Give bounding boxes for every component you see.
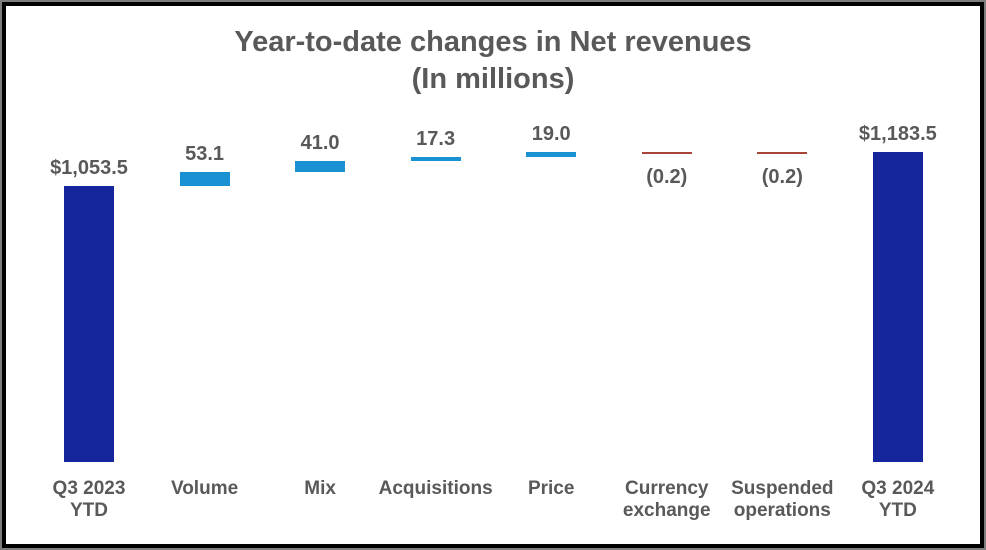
bar-price — [526, 151, 577, 157]
bar-volume — [179, 172, 230, 186]
category-label-volume: Volume — [170, 478, 239, 499]
value-label-volume: 53.1 — [185, 143, 225, 166]
category-label-price: Price — [527, 478, 575, 499]
bar-q3-2024-ytd — [872, 151, 923, 462]
bar-q3-2023-ytd — [64, 185, 114, 462]
value-label-q3-2023-ytd: $1,053.5 — [50, 156, 128, 179]
value-label-price: 19.0 — [531, 122, 571, 145]
category-label-q3-2023-ytd: Q3 2023 YTD — [52, 478, 126, 521]
chart-title-line2: (In millions) — [411, 63, 575, 95]
value-label-mix: 41.0 — [300, 132, 340, 155]
bar-mix — [295, 161, 346, 173]
value-label-suspended-operations: (0.2) — [761, 166, 803, 189]
value-label-currency-exchange: (0.2) — [646, 166, 688, 189]
category-label-suspended-operations: Suspended operations — [731, 478, 834, 521]
category-label-mix: Mix — [304, 478, 336, 499]
category-label-currency-exchange: Currency exchange — [622, 478, 711, 521]
value-label-acquisitions: 17.3 — [416, 127, 456, 150]
bar-suspended-operations — [757, 151, 808, 155]
chart-title: Year-to-date changes in Net revenues (In… — [0, 24, 986, 98]
bar-currency-exchange — [641, 151, 692, 155]
chart-title-line1: Year-to-date changes in Net revenues — [234, 26, 752, 58]
category-label-acquisitions: Acquisitions — [378, 478, 493, 499]
category-label-q3-2024-ytd: Q3 2024 YTD — [861, 478, 935, 521]
value-label-q3-2024-ytd: $1,183.5 — [858, 122, 937, 145]
bar-acquisitions — [410, 156, 461, 162]
